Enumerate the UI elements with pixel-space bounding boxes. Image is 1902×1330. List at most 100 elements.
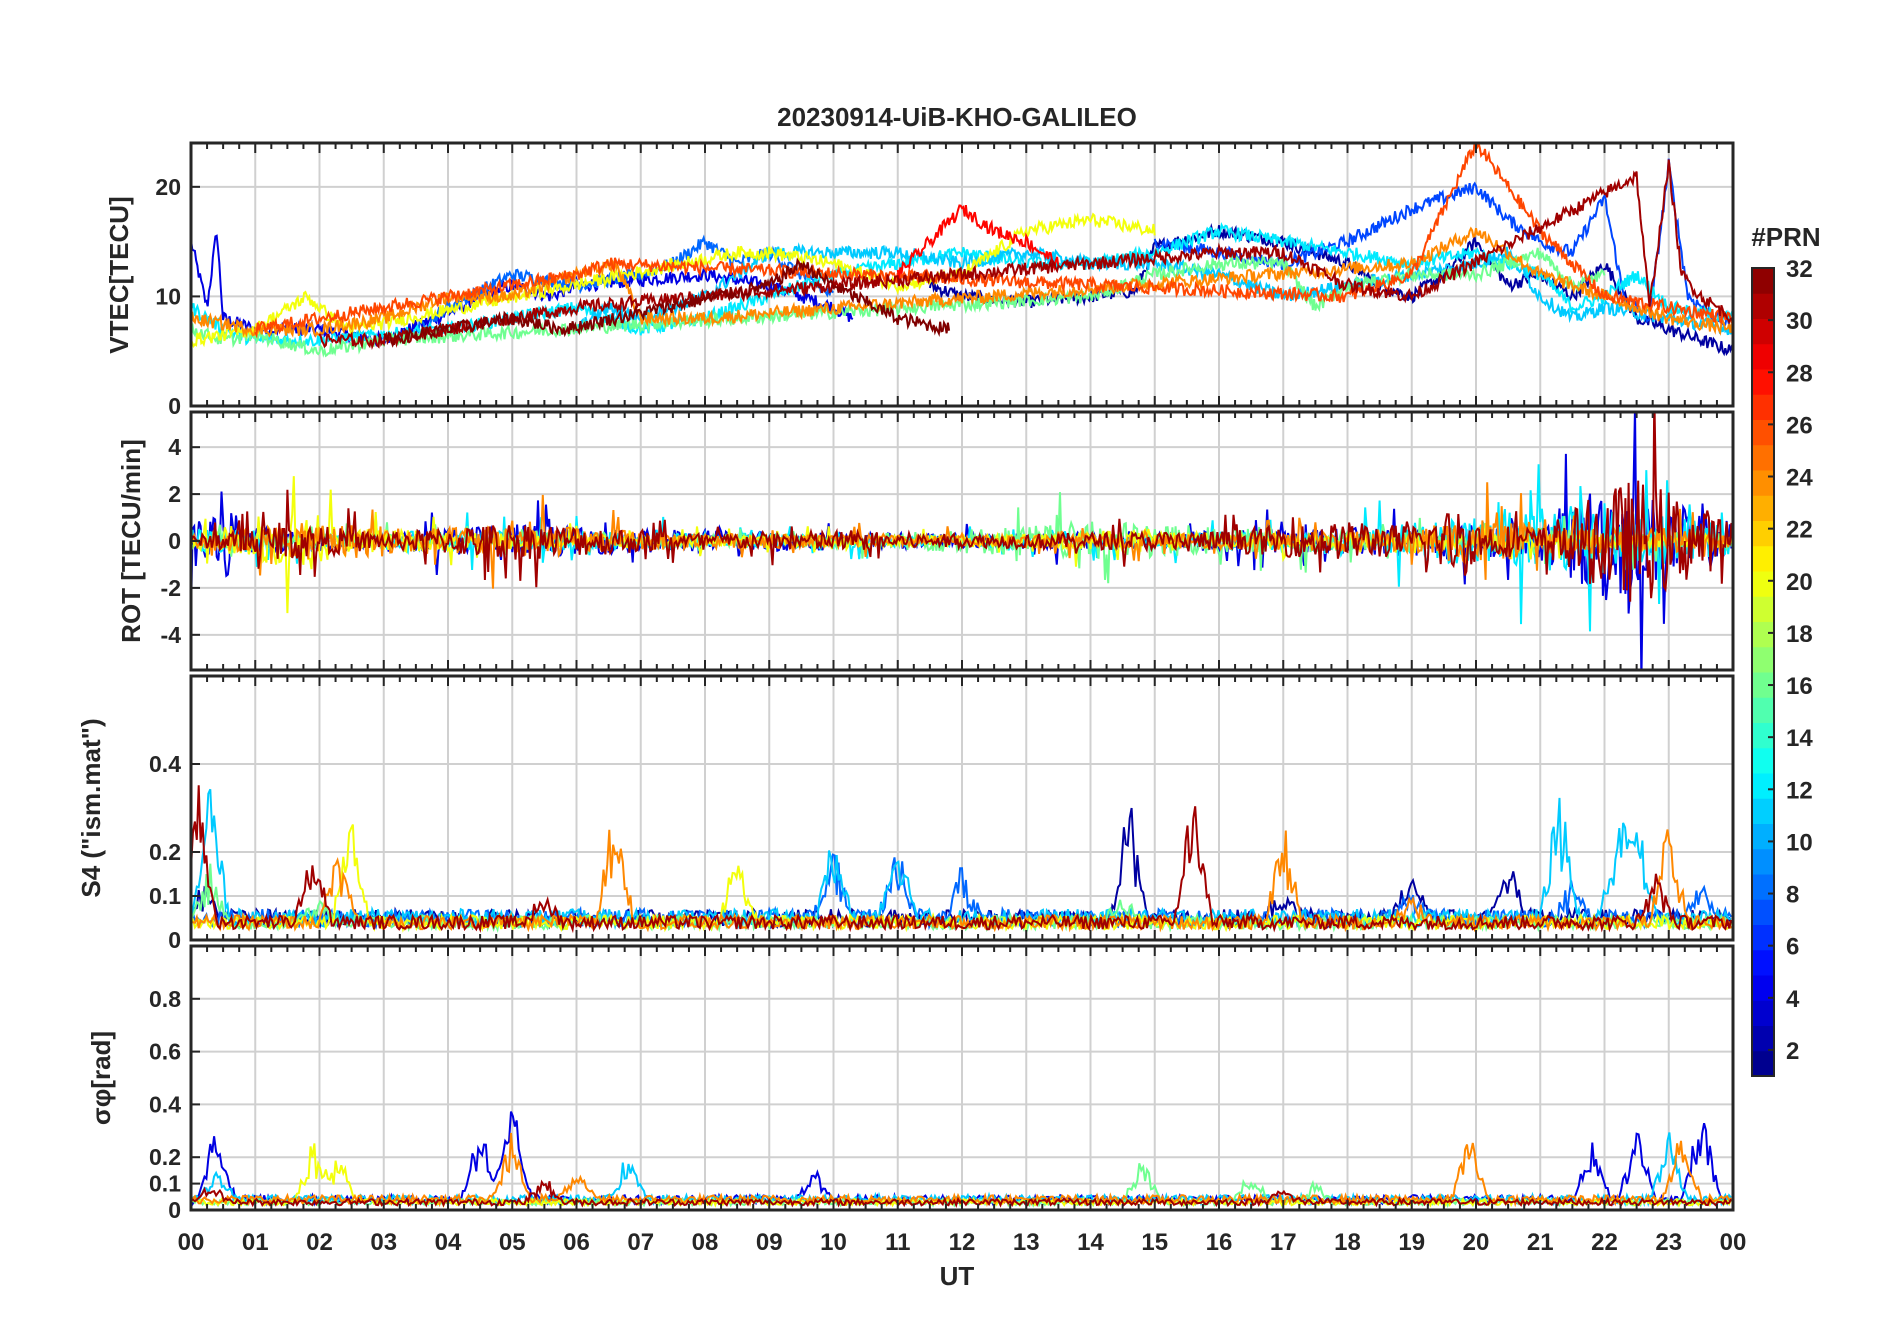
- x-tick-label: 22: [1591, 1229, 1618, 1256]
- series-group: [191, 143, 1733, 358]
- x-tick-label: 04: [435, 1229, 462, 1256]
- x-tick-label: 08: [692, 1229, 719, 1256]
- y-axis-label: σφ[rad]: [86, 1031, 116, 1125]
- y-axis-label: ROT [TECU/min]: [116, 439, 146, 643]
- colorbar-tick-label: 16: [1786, 673, 1813, 700]
- colorbar-bin: [1752, 520, 1774, 547]
- x-tick-label: 14: [1077, 1229, 1104, 1256]
- colorbar-tick-label: 4: [1786, 986, 1800, 1013]
- grid: [190, 676, 1734, 941]
- y-tick-label: 0.8: [149, 986, 181, 1012]
- colorbar-bin: [1752, 747, 1774, 774]
- colorbar-bin: [1752, 571, 1774, 597]
- y-tick-label: 10: [155, 283, 181, 309]
- series-prn-11: [575, 242, 1733, 336]
- colorbar-bin: [1752, 697, 1774, 723]
- x-tick-label: 06: [563, 1229, 590, 1256]
- y-tick-label: 0: [168, 927, 181, 953]
- colorbar-tick-label: 12: [1786, 777, 1813, 804]
- x-tick-label: 00: [178, 1229, 205, 1256]
- colorbar-bin: [1752, 545, 1774, 572]
- x-tick-label: 13: [1013, 1229, 1040, 1256]
- x-tick-label: 02: [306, 1229, 333, 1256]
- colorbar-tick-label: 18: [1786, 621, 1813, 648]
- colorbar-bin: [1752, 975, 1774, 1001]
- colorbar-tick-label: 10: [1786, 829, 1813, 856]
- colorbar-bin: [1752, 646, 1774, 673]
- colorbar-bin: [1752, 293, 1774, 319]
- y-tick-label: 0: [168, 393, 181, 419]
- colorbar-tick-label: 6: [1786, 934, 1799, 961]
- y-tick-label: -2: [161, 575, 181, 601]
- colorbar-bin: [1752, 1025, 1774, 1052]
- x-tick-label: 20: [1463, 1229, 1490, 1256]
- y-tick-label: 0: [168, 528, 181, 554]
- colorbar-bin: [1752, 798, 1774, 824]
- axis-ticks: [190, 946, 1734, 1210]
- x-tick-label: 21: [1527, 1229, 1554, 1256]
- y-axis-label: S4 ("ism.mat"): [76, 718, 106, 897]
- colorbar-tick-label: 2: [1786, 1038, 1799, 1065]
- colorbar-bin: [1752, 672, 1774, 698]
- series-prn-31: [191, 412, 1733, 602]
- x-tick-label: 10: [820, 1229, 847, 1256]
- colorbar-tick-label: 32: [1786, 256, 1813, 283]
- colorbar-bin: [1752, 318, 1774, 345]
- y-tick-label: 0.2: [149, 839, 181, 865]
- colorbar-bin: [1752, 722, 1774, 749]
- colorbar-bin: [1752, 924, 1774, 951]
- y-tick-label: 0.4: [149, 751, 181, 777]
- x-tick-label: 07: [627, 1229, 654, 1256]
- colorbar-tick-label: 24: [1786, 465, 1813, 492]
- colorbar-bin: [1752, 621, 1774, 648]
- series-prn-24: [191, 482, 1733, 589]
- series-prn-12: [191, 222, 1733, 349]
- x-tick-label: 01: [242, 1229, 269, 1256]
- x-tick-label: 11: [885, 1229, 910, 1256]
- panel-sigma-phi: 00.10.2 0.4 0.6 0.8 σφ[rad]: [86, 944, 1735, 1223]
- x-tick-label: 03: [370, 1229, 397, 1256]
- panel-s4: 0 0.1 0.2 0.4 S4 ("ism.mat"): [76, 674, 1735, 953]
- series-group: [191, 412, 1733, 670]
- x-tick-label: 00: [1720, 1229, 1747, 1256]
- series-prn-26: [254, 143, 1733, 339]
- panel-rot: -4 -2 0 2 4 ROT [TECU/min]: [116, 410, 1735, 672]
- axis-ticks: [190, 412, 1734, 670]
- series-prn-28: [896, 204, 1060, 279]
- panel-vtec: 0 10 20 VTEC[TECU]: [104, 141, 1735, 419]
- x-tick-labels: 00 01 02 03 04 05 06 07 08 09 10 11 12 13 14 15 16 17 18 19…: [178, 1229, 1747, 1256]
- series-prn-24: [191, 226, 1733, 338]
- colorbar-bin: [1752, 419, 1774, 446]
- colorbar-bin: [1752, 343, 1774, 370]
- y-tick-label: 2: [168, 481, 181, 507]
- y-tick-label: 0.1: [149, 1171, 181, 1197]
- colorbar-tick-label: 26: [1786, 412, 1813, 439]
- colorbar-tick-label: 28: [1786, 360, 1813, 387]
- colorbar-bin: [1752, 773, 1774, 799]
- x-axis-label: UT: [940, 1261, 975, 1291]
- x-tick-label: 12: [949, 1229, 976, 1256]
- axis-ticks: [190, 143, 1734, 406]
- colorbar-bin: [1752, 394, 1774, 420]
- colorbar-bin: [1752, 899, 1774, 925]
- y-tick-label: 0.6: [149, 1039, 181, 1065]
- colorbar-bin: [1752, 444, 1774, 471]
- y-tick-label: 0.1: [149, 883, 181, 909]
- x-tick-label: 09: [756, 1229, 783, 1256]
- x-tick-label: 23: [1655, 1229, 1682, 1256]
- colorbar-bin: [1752, 369, 1774, 395]
- colorbar-tick-label: 14: [1786, 725, 1813, 752]
- colorbar-bin: [1752, 1000, 1774, 1026]
- colorbar-label: #PRN: [1751, 222, 1820, 252]
- colorbar-bin: [1752, 848, 1774, 875]
- colorbar-tick-label: 30: [1786, 308, 1813, 335]
- series-group: [191, 785, 1733, 934]
- y-axis-label: VTEC[TECU]: [104, 196, 134, 353]
- y-tick-label: 4: [168, 434, 181, 460]
- colorbar-frame: [1751, 267, 1775, 1077]
- series-prn-31: [318, 159, 1733, 351]
- colorbar-bin: [1752, 1050, 1774, 1077]
- series-prn-32: [383, 257, 951, 348]
